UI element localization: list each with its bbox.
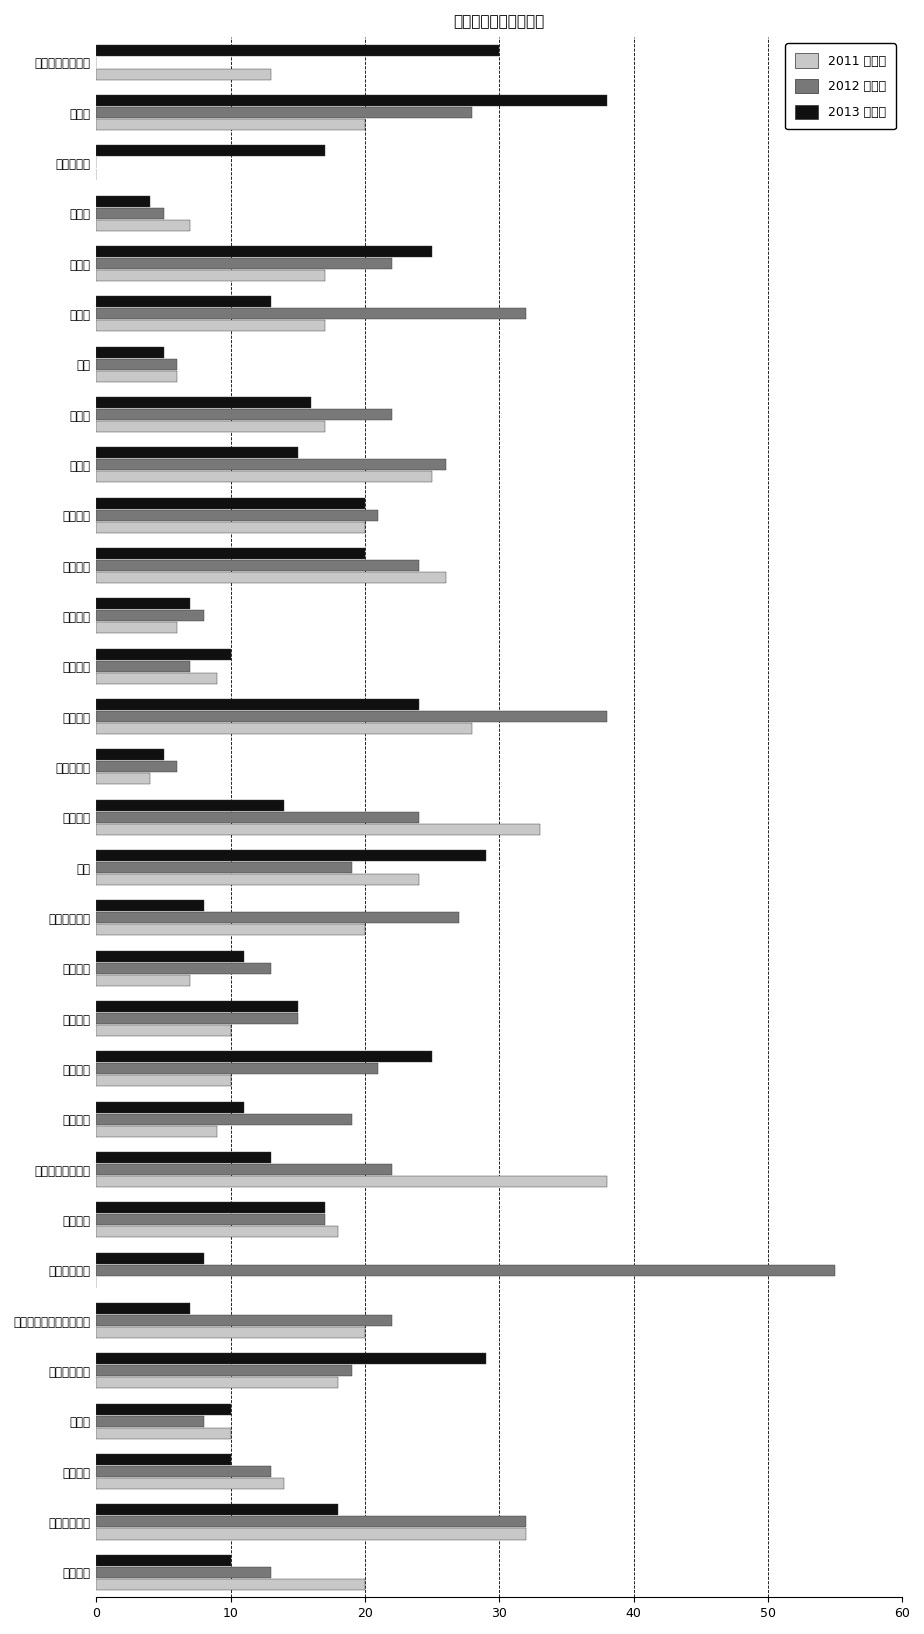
Bar xyxy=(96,196,151,206)
Bar xyxy=(96,1516,526,1528)
Bar xyxy=(96,1505,338,1515)
Bar xyxy=(96,560,419,570)
Bar xyxy=(96,724,472,734)
Bar xyxy=(96,1265,835,1276)
Bar xyxy=(96,95,607,106)
Bar xyxy=(96,572,445,583)
Bar xyxy=(96,1163,392,1175)
Bar xyxy=(96,498,365,508)
Bar xyxy=(96,346,164,358)
Bar xyxy=(96,660,190,672)
Bar xyxy=(96,611,204,621)
Bar xyxy=(96,1578,365,1590)
Bar xyxy=(96,874,419,886)
Bar xyxy=(96,397,311,408)
Bar xyxy=(96,448,298,458)
Bar xyxy=(96,422,324,431)
Bar xyxy=(96,1466,271,1477)
Bar xyxy=(96,245,432,257)
Bar xyxy=(96,547,365,559)
Bar xyxy=(96,812,419,824)
Bar xyxy=(96,408,392,420)
Bar xyxy=(96,1327,365,1338)
Bar xyxy=(96,1203,324,1214)
Bar xyxy=(96,1002,298,1011)
Bar xyxy=(96,1075,231,1087)
Bar xyxy=(96,1227,338,1237)
Bar xyxy=(96,962,271,974)
Bar xyxy=(96,711,607,722)
Bar xyxy=(96,951,244,962)
Bar xyxy=(96,1051,432,1062)
Bar xyxy=(96,1302,190,1314)
Bar xyxy=(96,1528,526,1539)
Bar xyxy=(96,699,419,711)
Bar xyxy=(96,1454,231,1466)
Bar xyxy=(96,598,190,609)
Bar xyxy=(96,371,177,382)
Bar xyxy=(96,649,231,660)
Bar xyxy=(96,1315,392,1327)
Bar xyxy=(96,320,324,332)
Bar xyxy=(96,1152,271,1163)
Bar xyxy=(96,1114,352,1124)
Bar xyxy=(96,1428,231,1440)
Bar xyxy=(96,69,271,80)
Bar xyxy=(96,459,445,471)
Bar xyxy=(96,219,190,230)
Bar xyxy=(96,623,177,634)
Bar xyxy=(96,119,365,131)
Bar xyxy=(96,1025,231,1036)
Bar xyxy=(96,258,392,270)
Bar xyxy=(96,358,177,369)
Bar xyxy=(96,1176,607,1188)
Bar xyxy=(96,1366,352,1376)
Title: ゼネコン各社の離職率: ゼネコン各社の離職率 xyxy=(454,13,545,29)
Bar xyxy=(96,761,177,773)
Legend: 2011 年度卒, 2012 年度卒, 2013 年度卒: 2011 年度卒, 2012 年度卒, 2013 年度卒 xyxy=(785,42,896,129)
Bar xyxy=(96,925,365,936)
Bar xyxy=(96,1013,298,1025)
Bar xyxy=(96,1554,231,1565)
Bar xyxy=(96,1253,204,1263)
Bar xyxy=(96,1214,324,1226)
Bar xyxy=(96,1377,338,1389)
Bar xyxy=(96,1126,217,1137)
Bar xyxy=(96,44,499,56)
Bar xyxy=(96,1415,204,1426)
Bar xyxy=(96,1101,244,1113)
Bar xyxy=(96,773,151,784)
Bar xyxy=(96,850,486,861)
Bar xyxy=(96,799,285,810)
Bar xyxy=(96,145,324,157)
Bar xyxy=(96,471,432,482)
Bar xyxy=(96,1064,379,1075)
Bar xyxy=(96,1567,271,1578)
Bar xyxy=(96,1479,285,1489)
Bar xyxy=(96,510,379,521)
Bar xyxy=(96,1404,231,1415)
Bar xyxy=(96,863,352,873)
Bar xyxy=(96,975,190,985)
Bar xyxy=(96,208,164,219)
Bar xyxy=(96,1353,486,1364)
Bar xyxy=(96,106,472,118)
Bar xyxy=(96,912,459,923)
Bar xyxy=(96,309,526,319)
Bar xyxy=(96,270,324,281)
Bar xyxy=(96,900,204,912)
Bar xyxy=(96,824,540,835)
Bar xyxy=(96,673,217,683)
Bar xyxy=(96,296,271,307)
Bar xyxy=(96,521,365,533)
Bar xyxy=(96,750,164,760)
